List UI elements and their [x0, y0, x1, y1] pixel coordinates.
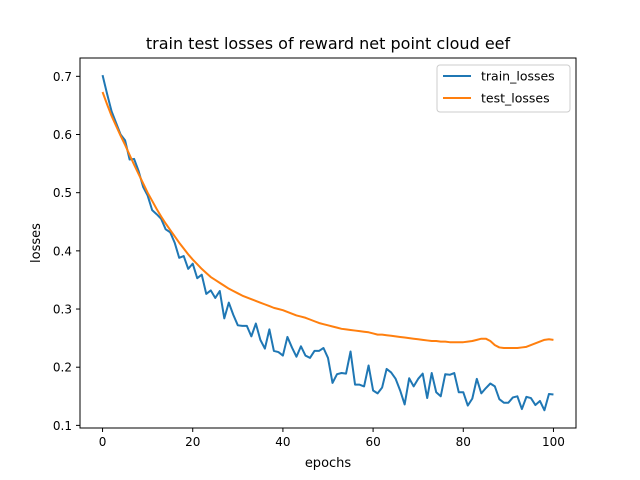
- y-tick-label: 0.4: [53, 244, 72, 258]
- series-line-train-losses: [101, 74, 554, 412]
- y-axis-label: losses: [29, 223, 44, 263]
- legend-label-train-losses: train_losses: [481, 69, 555, 84]
- plot-frame: [79, 57, 577, 429]
- y-tick-label: 0.3: [53, 303, 72, 317]
- x-tick-label: 60: [365, 435, 380, 449]
- x-axis-label: epochs: [305, 456, 352, 471]
- legend: train_losses test_losses: [436, 64, 571, 113]
- plot-lines: [101, 74, 554, 412]
- y-tick-label: 0.6: [53, 128, 72, 142]
- series-line-test-losses: [101, 91, 554, 350]
- y-tick-label: 0.2: [53, 361, 72, 375]
- legend-label-test-losses: test_losses: [481, 91, 550, 106]
- y-tick-label: 0.7: [53, 70, 72, 84]
- x-tick-label: 0: [99, 435, 107, 449]
- y-axis-ticks: 0.1 0.2 0.3 0.4 0.5 0.6 0.7: [53, 70, 80, 433]
- x-axis-ticks: 0 20 40 60 80 100: [99, 428, 565, 449]
- x-tick-label: 100: [542, 435, 565, 449]
- y-tick-label: 0.5: [53, 186, 72, 200]
- x-tick-label: 80: [456, 435, 471, 449]
- y-tick-label: 0.1: [53, 419, 72, 433]
- chart-title: train test losses of reward net point cl…: [146, 34, 511, 53]
- x-tick-label: 40: [275, 435, 290, 449]
- x-tick-label: 20: [185, 435, 200, 449]
